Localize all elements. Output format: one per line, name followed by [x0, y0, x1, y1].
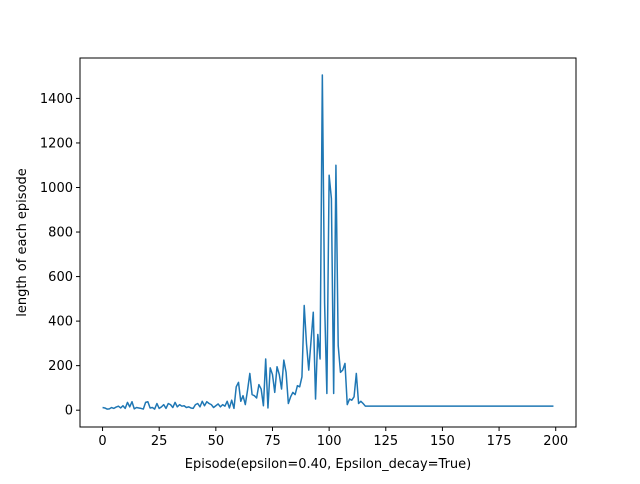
y-axis-label: length of each episode [15, 168, 30, 317]
y-tick-label: 1400 [40, 92, 73, 107]
x-tick-label: 175 [487, 434, 512, 449]
x-axis-label: Episode(epsilon=0.40, Epsilon_decay=True… [185, 457, 471, 472]
plot-area [79, 57, 577, 428]
y-tick-label: 600 [48, 270, 73, 285]
series-layer [102, 74, 554, 410]
x-tick-label: 50 [208, 434, 225, 449]
y-tick-label: 400 [48, 315, 73, 330]
y-tick-label: 1000 [40, 181, 73, 196]
y-tick-label: 200 [48, 359, 73, 374]
x-tick-label: 100 [317, 434, 342, 449]
y-axis-ticks: 0 200 400 600 800 1000 1200 1400 [40, 92, 80, 419]
x-axis-ticks: 0 25 50 75 100 125 150 175 200 [98, 427, 568, 449]
x-tick-label: 25 [151, 434, 168, 449]
x-tick-label: 200 [543, 434, 568, 449]
x-tick-label: 125 [373, 434, 398, 449]
y-tick-label: 1200 [40, 136, 73, 151]
x-tick-label: 150 [430, 434, 455, 449]
x-tick-label: 75 [264, 434, 281, 449]
y-tick-label: 0 [65, 404, 73, 419]
series-line [102, 74, 554, 410]
x-tick-label: 0 [98, 434, 106, 449]
y-tick-label: 800 [48, 226, 73, 241]
